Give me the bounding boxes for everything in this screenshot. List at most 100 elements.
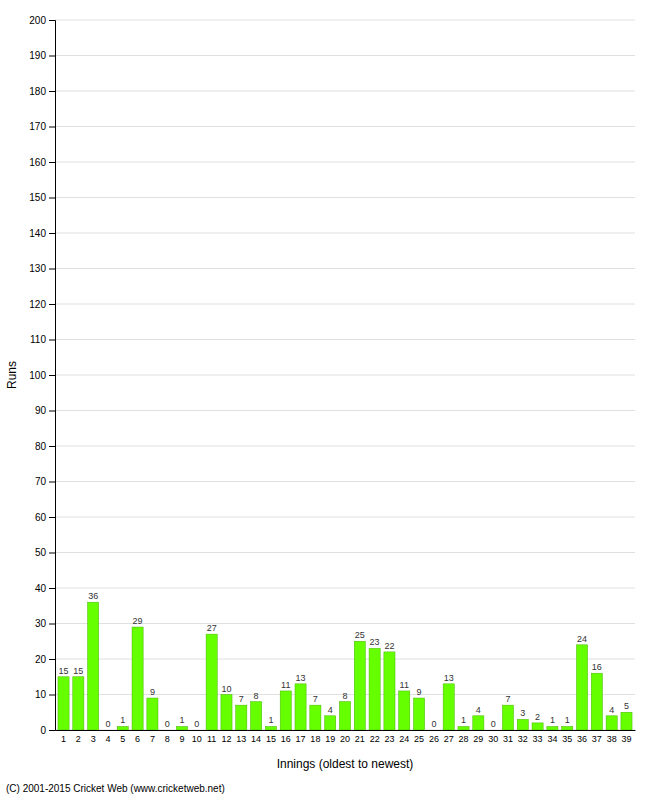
x-tick: 12 [221,734,231,744]
bar [221,695,232,731]
x-tick-label: 2 [76,734,81,744]
data-label: 1 [180,715,185,725]
y-axis-title: Runs [5,361,19,389]
data-label: 0 [105,719,110,729]
bar [621,712,632,730]
y-tick-mark [49,695,55,696]
grid-line [55,410,635,411]
y-tick-mark [49,624,55,625]
x-axis-line [56,730,636,731]
bar [547,726,558,730]
data-label: 13 [296,673,306,683]
bar [236,705,247,730]
y-tick-label: 200 [29,15,46,26]
y-tick-label: 20 [35,654,47,665]
footer: (C) 2001-2015 Cricket Web (www.cricketwe… [6,783,225,794]
y-tick-label: 180 [29,86,46,97]
y-tick-mark [49,20,55,21]
x-tick: 20 [340,734,350,744]
bar [58,677,69,730]
grid-line [55,339,635,340]
x-tick-label: 28 [459,734,469,744]
y-tick-label: 80 [35,441,47,452]
data-label: 1 [565,715,570,725]
x-tick-label: 32 [518,734,528,744]
grid-line [55,375,635,376]
bar [591,673,602,730]
x-tick-label: 4 [105,734,110,744]
y-tick-label: 130 [29,263,46,274]
x-tick: 14 [251,734,261,744]
y-tick-mark [49,553,55,554]
x-tick-label: 27 [444,734,454,744]
x-tick: 36 [577,734,587,744]
y-tick: 110 [30,334,55,345]
x-tick-label: 35 [562,734,572,744]
bar [339,702,350,730]
x-tick-label: 16 [281,734,291,744]
x-tick-label: 19 [325,734,335,744]
bar [147,698,158,730]
bar [132,627,143,730]
y-tick-label: 120 [29,299,46,310]
data-label: 4 [609,705,614,715]
grid-line [55,517,635,518]
x-tick-label: 7 [150,734,155,744]
x-tick: 5 [120,734,125,744]
bar [428,730,439,731]
y-tick-mark [49,340,55,341]
grid-line [55,126,635,127]
grid-line [55,162,635,163]
grid-line [55,55,635,56]
y-tick-mark [49,56,55,57]
bar [502,705,513,730]
y-tick-mark [49,517,55,518]
data-label: 22 [384,641,394,651]
x-tick: 6 [135,734,140,744]
x-tick: 30 [488,734,498,744]
data-label: 5 [624,701,629,711]
y-tick: 0 [40,725,55,736]
x-tick: 35 [562,734,572,744]
plot-area: 1515360129901027107811113748252322119013… [29,15,635,745]
y-tick-mark [49,482,55,483]
y-tick-label: 0 [40,725,46,736]
y-tick-label: 40 [35,583,47,594]
bar [532,723,543,730]
y-tick-label: 50 [35,547,47,558]
x-tick: 32 [518,734,528,744]
data-label: 7 [239,694,244,704]
data-label: 25 [355,630,365,640]
y-tick-mark [49,446,55,447]
grid-line [55,268,635,269]
data-label: 16 [592,662,602,672]
bar [399,691,410,730]
grid-line [55,20,635,21]
bar [517,719,528,730]
bar [176,726,187,730]
x-tick-label: 12 [221,734,231,744]
x-tick: 15 [266,734,276,744]
bar [117,726,128,730]
data-labels: 1515360129901027107811113748252322119013… [59,591,629,729]
grid-line [55,446,635,447]
x-tick: 21 [355,734,365,744]
y-tick-mark [49,730,55,731]
y-tick-label: 90 [35,405,47,416]
data-label: 11 [400,680,409,690]
grid-line [55,481,635,482]
bar [576,645,587,730]
bar [369,648,380,730]
grid-line [55,91,635,92]
bar [206,634,217,730]
bar [265,726,276,730]
x-tick-label: 30 [488,734,498,744]
x-tick-label: 23 [384,734,394,744]
y-tick-label: 170 [29,121,46,132]
x-tick-label: 10 [192,734,202,744]
y-tick-label: 60 [35,512,47,523]
bar [384,652,395,730]
x-tick-label: 18 [310,734,320,744]
y-tick-mark [49,411,55,412]
data-label: 15 [59,666,69,676]
